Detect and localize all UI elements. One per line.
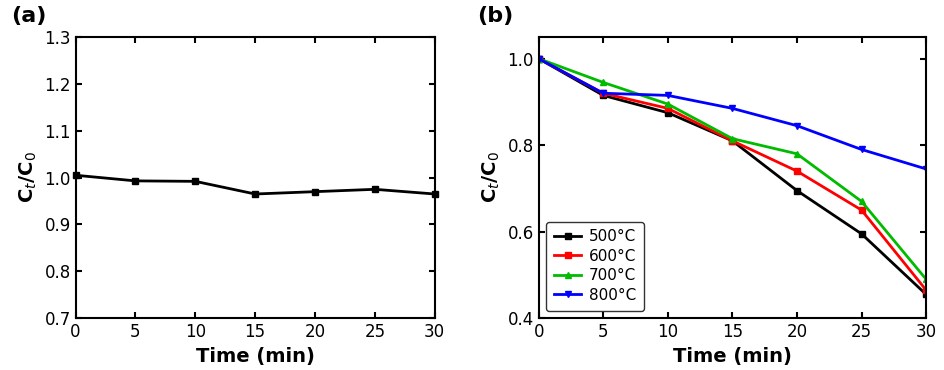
600°C: [790, 169, 801, 173]
Legend: 500°C, 600°C, 700°C, 800°C: 500°C, 600°C, 700°C, 800°C: [546, 222, 644, 310]
Line: 500°C: 500°C: [534, 55, 929, 298]
700°C: [662, 102, 673, 106]
700°C: [532, 56, 544, 61]
Text: (b): (b): [476, 6, 513, 26]
700°C: [597, 80, 608, 85]
800°C: [855, 147, 867, 152]
800°C: [919, 167, 931, 171]
700°C: [919, 277, 931, 282]
Line: 600°C: 600°C: [534, 55, 929, 293]
500°C: [790, 188, 801, 193]
500°C: [919, 292, 931, 297]
X-axis label: Time (min): Time (min): [195, 347, 314, 366]
600°C: [855, 208, 867, 212]
Line: 700°C: 700°C: [534, 55, 929, 283]
700°C: [726, 137, 737, 141]
Text: (a): (a): [11, 6, 46, 26]
800°C: [726, 106, 737, 111]
600°C: [532, 56, 544, 61]
800°C: [790, 124, 801, 128]
600°C: [726, 139, 737, 143]
700°C: [790, 152, 801, 156]
800°C: [662, 93, 673, 98]
500°C: [855, 232, 867, 236]
Y-axis label: C$_t$/C$_0$: C$_t$/C$_0$: [480, 152, 501, 204]
500°C: [726, 139, 737, 143]
500°C: [662, 111, 673, 115]
500°C: [597, 93, 608, 98]
800°C: [532, 56, 544, 61]
500°C: [532, 56, 544, 61]
X-axis label: Time (min): Time (min): [672, 347, 791, 366]
600°C: [919, 288, 931, 292]
800°C: [597, 91, 608, 95]
600°C: [597, 91, 608, 95]
Line: 800°C: 800°C: [534, 55, 929, 172]
700°C: [855, 199, 867, 204]
600°C: [662, 106, 673, 111]
Y-axis label: C$_t$/C$_0$: C$_t$/C$_0$: [17, 152, 39, 204]
